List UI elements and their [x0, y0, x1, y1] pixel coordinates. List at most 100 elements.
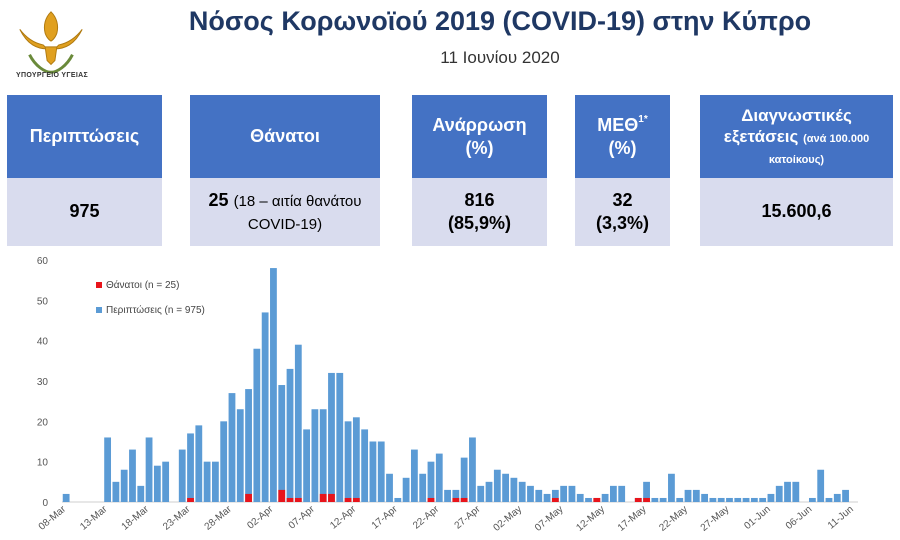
case-bar — [394, 497, 402, 502]
death-bar — [328, 493, 335, 502]
case-bar — [361, 429, 369, 502]
death-bar — [551, 497, 559, 502]
case-bar — [112, 481, 120, 502]
case-bar — [245, 389, 252, 502]
case-bar — [676, 497, 684, 502]
deaths-value-box: 25 (18 – αιτία θανάτου COVID-19) — [190, 178, 380, 246]
case-bar — [253, 348, 261, 502]
case-bar — [493, 469, 501, 502]
case-bar — [585, 497, 592, 502]
case-bar — [609, 485, 617, 502]
y-tick-label: 0 — [42, 498, 48, 509]
y-tick-label: 50 — [37, 296, 49, 307]
icu-label-sup: 1* — [638, 114, 648, 125]
case-bar — [236, 409, 244, 502]
case-bar — [270, 268, 277, 502]
x-tick-label: 12-May — [574, 504, 607, 534]
case-bar — [477, 485, 485, 502]
case-bar — [842, 489, 849, 502]
case-bar — [386, 473, 393, 502]
case-bar — [825, 497, 833, 502]
x-tick-label: 22-May — [657, 504, 690, 534]
case-bar — [568, 485, 576, 502]
case-bar — [576, 493, 584, 502]
legend-cases-label: Περιπτώσεις (n = 975) — [106, 304, 205, 316]
case-bar — [203, 461, 211, 502]
death-bar — [460, 497, 468, 502]
case-bar — [668, 473, 675, 502]
icu-percent: (3,3%) — [595, 213, 649, 233]
deaths-note: (18 – αιτία θανάτου COVID-19) — [233, 192, 362, 233]
death-bar — [427, 497, 435, 502]
icu-label-unit: (%) — [608, 137, 637, 158]
y-tick-label: 10 — [37, 458, 49, 469]
case-bar — [502, 473, 510, 502]
case-bar — [444, 489, 451, 502]
death-bar — [452, 497, 460, 502]
case-bar — [684, 489, 692, 502]
case-bar — [162, 461, 170, 502]
death-bar — [187, 497, 194, 502]
case-bar — [643, 481, 650, 502]
icu-value: 32 — [612, 189, 633, 210]
case-bar — [187, 433, 194, 502]
tests-value-box: 15.600,6 — [700, 178, 893, 246]
death-bar — [294, 497, 302, 502]
tests-label-note: (ανά 100.000 κατοίκους) — [768, 132, 870, 167]
case-bar — [560, 485, 568, 502]
death-bar — [319, 493, 327, 502]
case-bar — [336, 372, 344, 502]
deaths-label: Θάνατοι — [250, 126, 320, 147]
case-bar — [319, 409, 327, 502]
case-bar — [344, 421, 352, 502]
x-tick-label: 11-Jun — [826, 504, 856, 532]
case-bar — [775, 485, 783, 502]
case-bar — [104, 437, 112, 502]
case-bar — [303, 429, 311, 502]
tests-label: Διαγνωστικές — [741, 105, 852, 125]
tests-value: 15.600,6 — [761, 201, 832, 222]
case-bar — [709, 497, 717, 502]
icu-value-box: 32 (3,3%) — [575, 178, 670, 246]
death-bar — [352, 497, 360, 502]
page-title: Νόσος Κορωνοϊού 2019 (COVID-19) στην Κύπ… — [188, 6, 812, 36]
case-bar — [369, 441, 377, 502]
case-bar — [651, 497, 659, 502]
icu-label: ΜΕΘ — [597, 115, 639, 135]
x-tick-label: 02-Apr — [245, 503, 276, 531]
case-bar — [195, 425, 203, 502]
icu-header: ΜΕΘ1* (%) — [575, 95, 670, 178]
case-bar — [535, 489, 543, 502]
case-bar — [120, 469, 128, 502]
case-bar — [435, 453, 443, 502]
case-bar — [618, 485, 626, 502]
legend-cases-swatch — [96, 307, 102, 313]
cases-value-box: 975 — [7, 178, 162, 246]
death-bar — [344, 497, 352, 502]
x-tick-label: 27-May — [699, 504, 732, 534]
case-bar — [601, 493, 609, 502]
case-bar — [527, 485, 534, 502]
x-tick-label: 07-May — [533, 504, 566, 534]
case-bar — [808, 497, 816, 502]
x-tick-label: 12-Apr — [328, 503, 359, 531]
x-tick-label: 06-Jun — [784, 504, 814, 532]
case-bar — [734, 497, 742, 502]
case-bar — [294, 344, 302, 502]
x-tick-label: 17-May — [616, 504, 649, 534]
case-bar — [750, 497, 758, 502]
recovery-percent: (85,9%) — [447, 213, 512, 233]
case-bar — [278, 385, 286, 502]
case-bar — [833, 493, 841, 502]
case-bar — [410, 449, 418, 502]
case-bar — [817, 469, 825, 502]
case-bar — [377, 441, 385, 502]
case-bar — [129, 449, 136, 502]
case-bar — [352, 417, 360, 502]
case-bar — [328, 372, 335, 502]
case-bar — [153, 465, 161, 502]
x-tick-label: 23-Mar — [161, 503, 193, 532]
case-bar — [726, 497, 733, 502]
y-tick-label: 40 — [37, 337, 49, 348]
x-tick-label: 18-Mar — [120, 503, 152, 532]
